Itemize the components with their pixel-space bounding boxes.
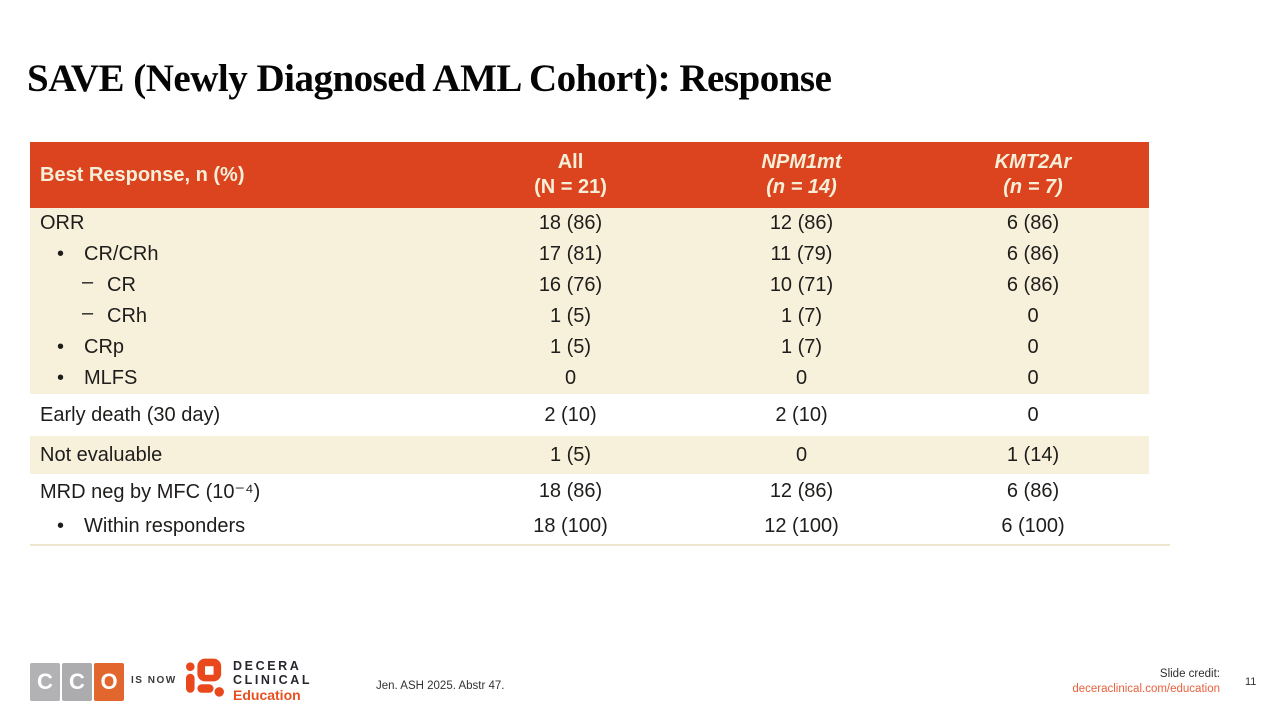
bullet: – — [82, 302, 94, 324]
table-row: – CR 16 (76) 10 (71) 6 (86) — [30, 270, 1149, 301]
row-label-text: MRD neg by MFC (10⁻⁴) — [40, 481, 261, 503]
cell-value: 12 (100) — [764, 515, 839, 537]
table-section-1: Early death (30 day) 2 (10) 2 (10) 0 — [30, 394, 1149, 436]
cell-value: 0 — [564, 367, 577, 389]
cell-value: 12 (86) — [769, 480, 834, 502]
table-row: • MLFS 0 0 0 — [30, 363, 1149, 394]
cco-logo-box-2: C — [62, 663, 92, 701]
decera-logo: DECERA CLINICAL Education — [186, 657, 312, 703]
row-label: • MLFS — [30, 367, 455, 390]
cell-value: 1 (7) — [780, 305, 823, 327]
bullet: • — [57, 336, 65, 358]
decera-line1: DECERA — [233, 659, 302, 673]
row-label-text: Early death (30 day) — [40, 403, 221, 426]
row-label: Early death (30 day) — [30, 404, 455, 427]
cco-logo-box-3: O — [94, 663, 124, 701]
cell-value: 1 (5) — [549, 305, 592, 327]
cell-value: 1 (5) — [549, 336, 592, 358]
row-label-text: CRh — [107, 305, 148, 327]
table-row: – CRh 1 (5) 1 (7) 0 — [30, 301, 1149, 332]
citation-text: Jen. ASH 2025. Abstr 47. — [376, 680, 505, 692]
row-label: ORR — [30, 212, 455, 235]
cell-value: 1 (5) — [549, 443, 592, 466]
bullet: – — [82, 271, 94, 293]
slide-credit: Slide credit: deceraclinical.com/educati… — [1072, 667, 1220, 696]
table-row: • CRp 1 (5) 1 (7) 0 — [30, 332, 1149, 363]
decera-line2: CLINICAL — [233, 673, 313, 687]
bullet: • — [57, 367, 65, 389]
row-label-text: ORR — [40, 212, 85, 234]
cell-value: 18 (86) — [538, 212, 603, 234]
table-row: ORR 18 (86) 12 (86) 6 (86) — [30, 208, 1149, 239]
cell-value: 17 (81) — [538, 243, 603, 265]
slide-credit-link[interactable]: deceraclinical.com/education — [1072, 683, 1220, 695]
cell-value: 0 — [1027, 336, 1039, 358]
table-header-row: Best Response, n (%) All (N = 21) NPM1mt (n… — [30, 142, 1149, 208]
row-label-text: Within responders — [84, 515, 246, 537]
cco-logo: C C O — [30, 663, 124, 701]
decera-logo-icon — [186, 658, 224, 697]
row-label: Not evaluable — [30, 444, 455, 467]
bullet: • — [57, 515, 65, 537]
page-number: 11 — [1245, 676, 1257, 688]
row-label-text: CR — [107, 274, 136, 296]
cell-value: 18 (86) — [538, 480, 603, 502]
column-header-3: KMT2Ar (n = 7) — [994, 151, 1072, 198]
cell-value: 16 (76) — [538, 274, 603, 296]
cell-value: 2 (10) — [775, 403, 828, 426]
cell-value: 6 (86) — [1006, 243, 1060, 265]
table-row: MRD neg by MFC (10⁻⁴) 18 (86) 12 (86) 6 (86… — [30, 474, 1149, 509]
row-label-text: CR/CRh — [84, 243, 159, 265]
table-row: • CR/CRh 17 (81) 11 (79) 6 (86) — [30, 239, 1149, 270]
decera-line3: Education — [233, 687, 301, 703]
table-row: Early death (30 day) 2 (10) 2 (10) 0 — [30, 394, 1149, 436]
cell-value: 6 (86) — [1006, 480, 1060, 502]
cell-value: 18 (100) — [533, 515, 608, 537]
cell-value: 6 (86) — [1006, 274, 1060, 296]
cell-value: 0 — [795, 367, 808, 389]
cell-value: 1 (14) — [1006, 443, 1060, 466]
column-header-1: All (N = 21) — [534, 151, 607, 198]
cell-value: 10 (71) — [769, 274, 834, 296]
row-label: • CR/CRh — [30, 243, 455, 266]
cell-value: 1 (7) — [780, 336, 823, 358]
cell-value: 6 (100) — [1001, 515, 1065, 537]
row-label-text: Not evaluable — [40, 443, 163, 466]
bullet: • — [57, 243, 65, 265]
table-section-0: ORR 18 (86) 12 (86) 6 (86) • CR/CRh 17 (81) 11 … — [30, 208, 1149, 394]
slide-title: SAVE (Newly Diagnosed AML Cohort): Respo… — [27, 57, 832, 100]
cell-value: 0 — [795, 443, 808, 466]
is-now-label: IS NOW — [131, 675, 177, 686]
row-label-text: MLFS — [84, 367, 138, 389]
cell-value: 0 — [1027, 305, 1039, 327]
cell-value: 2 (10) — [544, 403, 597, 426]
decera-logo-text: DECERA CLINICAL Education — [233, 657, 312, 703]
cell-value: 11 (79) — [770, 243, 833, 265]
table-section-2: Not evaluable 1 (5) 0 1 (14) — [30, 436, 1149, 474]
row-label: – CRh — [30, 302, 455, 328]
cell-value: 0 — [1027, 403, 1039, 426]
row-label: – CR — [30, 271, 455, 297]
slide-credit-label: Slide credit: — [1159, 668, 1220, 680]
row-label: MRD neg by MFC (10⁻⁴) — [30, 479, 455, 504]
column-header-2: NPM1mt (n = 14) — [761, 151, 842, 198]
cco-logo-box-1: C — [30, 663, 60, 701]
response-table: Best Response, n (%) All (N = 21) NPM1mt (n… — [30, 142, 1170, 546]
cell-value: 0 — [1027, 367, 1039, 389]
table-row: Not evaluable 1 (5) 0 1 (14) — [30, 436, 1149, 474]
table-header-label: Best Response, n (%) — [40, 163, 245, 186]
table-row: • Within responders 18 (100) 12 (100) 6 (100… — [30, 509, 1149, 544]
row-label-text: CRp — [84, 336, 125, 358]
table-bottom-rule — [30, 544, 1170, 546]
row-label: • Within responders — [30, 515, 455, 538]
table-body: ORR 18 (86) 12 (86) 6 (86) • CR/CRh 17 (81) 11 … — [30, 208, 1149, 544]
cell-value: 6 (86) — [1006, 212, 1060, 234]
cell-value: 12 (86) — [769, 212, 834, 234]
row-label: • CRp — [30, 336, 455, 359]
table-section-3: MRD neg by MFC (10⁻⁴) 18 (86) 12 (86) 6 (86… — [30, 474, 1149, 544]
